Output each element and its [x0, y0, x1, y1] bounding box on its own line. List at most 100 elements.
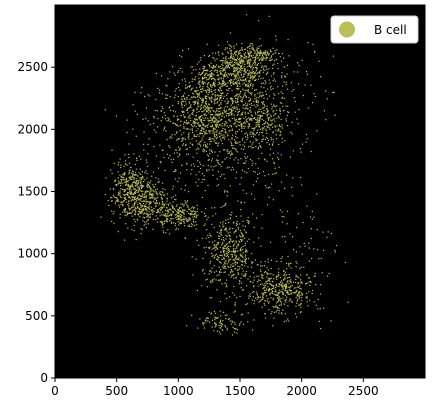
data-point — [162, 203, 164, 205]
data-point — [181, 214, 183, 217]
data-point — [149, 123, 151, 126]
data-point — [190, 214, 192, 216]
data-point — [270, 297, 272, 299]
data-point — [211, 67, 213, 69]
data-point — [216, 108, 218, 110]
data-point — [207, 216, 209, 218]
data-point — [203, 151, 205, 153]
data-point — [262, 51, 264, 53]
data-point — [139, 216, 141, 218]
data-point — [280, 125, 282, 128]
data-point — [281, 96, 284, 99]
data-point — [214, 82, 216, 84]
data-point — [280, 60, 283, 62]
data-point — [198, 117, 200, 119]
data-point — [254, 95, 256, 97]
data-point — [137, 191, 139, 194]
data-point — [226, 113, 228, 115]
data-point — [266, 280, 268, 282]
data-point — [245, 104, 247, 107]
data-point — [208, 123, 210, 125]
data-point — [231, 251, 233, 253]
data-point — [127, 227, 129, 229]
data-point — [226, 157, 228, 159]
data-point — [217, 184, 220, 186]
data-point — [200, 57, 202, 59]
data-point — [158, 89, 161, 91]
data-point — [227, 152, 229, 155]
data-point — [228, 57, 230, 59]
data-point — [238, 283, 240, 285]
data-point — [226, 65, 228, 67]
data-point — [205, 246, 207, 248]
data-point — [221, 99, 223, 102]
data-point — [221, 125, 223, 127]
data-point — [124, 214, 126, 216]
data-point — [215, 246, 217, 248]
data-point — [228, 258, 230, 260]
data-point — [239, 49, 241, 51]
data-point — [261, 52, 263, 54]
data-point — [238, 324, 240, 326]
data-point — [225, 286, 227, 288]
data-point — [250, 118, 252, 121]
data-point — [265, 281, 267, 283]
data-point — [264, 80, 266, 82]
data-point — [299, 287, 301, 290]
data-point — [273, 278, 275, 280]
data-point — [212, 121, 214, 123]
data-point — [159, 209, 162, 211]
data-point — [170, 214, 173, 217]
data-point — [226, 190, 228, 192]
data-point — [174, 122, 176, 125]
data-point — [234, 248, 236, 250]
data-point — [220, 233, 222, 235]
data-point — [201, 127, 203, 129]
data-point — [177, 217, 180, 219]
data-point — [199, 124, 202, 126]
data-point — [195, 122, 197, 124]
data-point — [227, 253, 229, 255]
data-point — [233, 117, 236, 119]
data-point — [274, 94, 276, 96]
data-point — [208, 241, 210, 243]
data-point — [122, 201, 124, 203]
data-point — [218, 67, 220, 69]
data-point — [181, 137, 184, 139]
data-point — [205, 95, 207, 97]
data-point — [262, 53, 264, 55]
data-point — [205, 103, 207, 105]
data-point — [186, 220, 189, 223]
data-point — [279, 299, 281, 301]
data-point — [166, 153, 169, 155]
data-point — [281, 313, 283, 315]
data-point — [161, 106, 163, 108]
data-point — [221, 323, 223, 325]
data-point — [249, 293, 251, 295]
data-point — [177, 218, 179, 221]
data-point — [117, 191, 120, 193]
data-point — [186, 87, 188, 89]
data-point — [240, 148, 242, 150]
data-point — [275, 39, 278, 41]
data-point — [126, 193, 129, 195]
data-point — [202, 130, 205, 133]
data-point — [190, 119, 192, 122]
data-point — [132, 209, 134, 211]
data-point — [255, 119, 257, 121]
data-point — [217, 78, 219, 80]
data-point — [268, 143, 271, 145]
data-point — [211, 125, 213, 128]
data-point — [272, 325, 274, 327]
data-point — [219, 112, 221, 115]
data-point — [215, 113, 217, 115]
data-point — [318, 258, 320, 260]
data-point — [249, 125, 251, 127]
data-point — [181, 98, 183, 100]
data-point — [144, 192, 146, 194]
data-point — [189, 225, 191, 228]
data-point — [323, 110, 326, 112]
data-point — [135, 191, 137, 193]
data-point — [263, 272, 266, 274]
data-point — [284, 187, 286, 189]
